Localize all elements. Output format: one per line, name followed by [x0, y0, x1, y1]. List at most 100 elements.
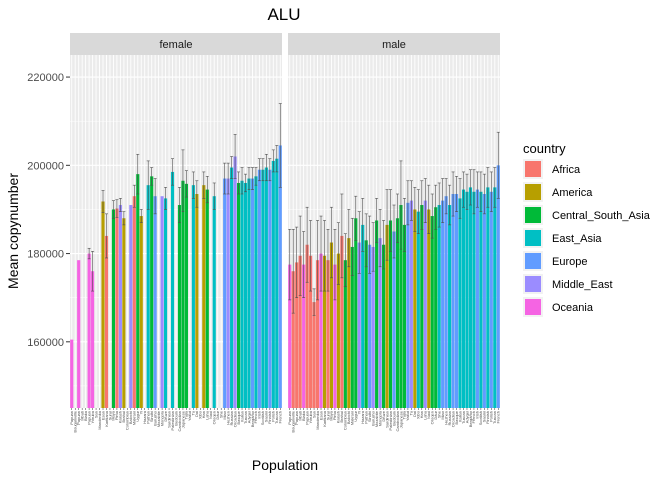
- x-tick-label-female-24: Burusho: [152, 410, 157, 426]
- x-tick-label-female-12: Maya: [111, 410, 116, 421]
- x-tick-label-female-6: Yoruba: [90, 410, 95, 423]
- bar-male-47: [451, 193, 455, 408]
- legend-label-0: Africa: [552, 164, 581, 176]
- bar-male-4: [302, 264, 306, 408]
- bar-female-6: [91, 271, 95, 408]
- bar-female-57: [268, 169, 272, 408]
- x-tick-label-male-57: Finnish: [485, 411, 490, 424]
- x-tick-label-male-25: Mozabite: [374, 410, 379, 427]
- bar-male-12: [329, 242, 334, 408]
- bar-male-35: [409, 200, 413, 408]
- bar-female-33: [184, 183, 188, 408]
- bar-female-14: [118, 205, 122, 408]
- x-tick-label-male-23: Sindhi: [367, 411, 372, 422]
- y-axis: 160000 180000 200000 220000: [27, 72, 70, 349]
- x-tick-label-male-46: Russian: [447, 411, 452, 425]
- x-tick-label-male-48: Basque: [454, 410, 459, 424]
- x-tick-label-male-7: San: [311, 411, 316, 418]
- x-tick-label-female-42: Daur: [215, 410, 220, 419]
- x-tick-label-male-26: Mongola: [377, 410, 382, 426]
- x-tick-label-male-45: Hezhen: [443, 411, 448, 425]
- bar-male-57: [486, 187, 490, 408]
- bar-male-55: [479, 191, 483, 408]
- bar-male-15: [340, 235, 344, 408]
- x-tick-label-female-49: Italian: [239, 411, 244, 422]
- bar-female-0: [70, 339, 74, 408]
- bar-female-41: [212, 196, 216, 408]
- x-tick-label-female-47: Orcadian: [232, 411, 237, 427]
- bar-male-58: [489, 191, 493, 408]
- bar-male-51: [465, 191, 469, 408]
- x-tick-label-male-5: Papuan: [304, 411, 309, 425]
- x-tick-label-male-52: Bergamo: [468, 410, 473, 427]
- bar-male-38: [420, 205, 424, 408]
- bar-female-31: [177, 205, 182, 408]
- bar-female-9: [101, 201, 105, 408]
- x-tick-label-female-7: San: [93, 411, 98, 418]
- bar-male-6: [309, 255, 313, 408]
- x-tick-label-male-9: Esan: [318, 411, 323, 420]
- error-bars: [87, 103, 500, 316]
- chart-title: ALU: [267, 5, 300, 24]
- bar-male-39: [423, 200, 427, 408]
- x-tick-label-female-19: Uygur: [135, 410, 140, 421]
- bar-male-19: [354, 218, 358, 408]
- x-tick-label-male-34: Yakut: [405, 410, 410, 421]
- bar-male-45: [444, 196, 448, 408]
- bar-female-22: [146, 185, 150, 408]
- bar-male-1: [291, 271, 295, 408]
- x-tick-label-female-28: Sardinian: [166, 411, 171, 428]
- bar-male-59: [493, 187, 497, 408]
- bar-female-53: [254, 176, 258, 408]
- bars: [70, 145, 500, 409]
- x-tick-label-female-13: Pima: [114, 410, 119, 420]
- bar-male-56: [482, 193, 486, 408]
- x-tick-label-male-4: Biaka: [301, 410, 306, 421]
- bar-male-2: [295, 262, 299, 408]
- x-tick-label-male-20: Yi: [357, 411, 362, 415]
- x-tick-label-male-3: Mbuti: [297, 411, 302, 421]
- x-tick-label-female-15: Brahui: [121, 411, 126, 423]
- bar-female-13: [115, 208, 119, 408]
- facet-label-female: female: [159, 39, 192, 51]
- x-tick-label-female-4: Biaka: [83, 410, 88, 421]
- x-tick-label-female-57: Finnish: [267, 411, 272, 424]
- bar-male-48: [454, 193, 459, 408]
- bar-male-25: [375, 220, 379, 408]
- x-tick-label-male-21: Hazara: [360, 410, 365, 424]
- x-tick-label-male-41: Oroqen: [430, 411, 435, 424]
- bar-male-14: [336, 253, 340, 408]
- x-tick-label-female-37: Xibo: [198, 410, 203, 419]
- bar-male-33: [402, 224, 406, 408]
- bar-male-24: [371, 246, 375, 408]
- x-tick-label-male-18: Makrani: [350, 411, 355, 425]
- bar-female-5: [87, 253, 91, 408]
- bar-female-44: [223, 178, 227, 408]
- bar-female-58: [271, 160, 275, 408]
- x-tick-label-male-11: Surui: [325, 411, 330, 420]
- bar-male-27: [382, 244, 386, 408]
- legend-label-5: Middle_East: [552, 279, 613, 291]
- x-tick-label-female-10: Karitiana: [104, 410, 109, 427]
- x-tick-label-male-51: Adygei: [464, 411, 469, 423]
- x-tick-label-female-26: Mongola: [159, 410, 164, 426]
- bar-female-26: [160, 196, 164, 408]
- x-tick-label-male-16: Colombian: [343, 411, 348, 430]
- y-tick-label-0: 160000: [27, 337, 64, 349]
- bar-male-31: [395, 218, 400, 408]
- legend-title: country: [523, 141, 566, 156]
- x-tick-label-male-27: Druze: [381, 410, 386, 421]
- bar-male-50: [461, 189, 466, 408]
- bar-male-54: [475, 189, 479, 408]
- x-tick-label-male-56: Saami: [482, 411, 487, 422]
- x-tick-label-male-38: Han: [419, 411, 424, 418]
- bar-male-46: [448, 205, 452, 408]
- x-tick-label-male-22: Pathan: [363, 411, 368, 424]
- bar-male-22: [364, 240, 368, 408]
- bar-male-11: [326, 260, 330, 408]
- x-tick-label-female-33: Tujia: [184, 410, 189, 419]
- x-tick-label-female-58: Polish: [271, 411, 276, 422]
- bar-female-36: [195, 193, 199, 408]
- bar-male-52: [468, 187, 473, 408]
